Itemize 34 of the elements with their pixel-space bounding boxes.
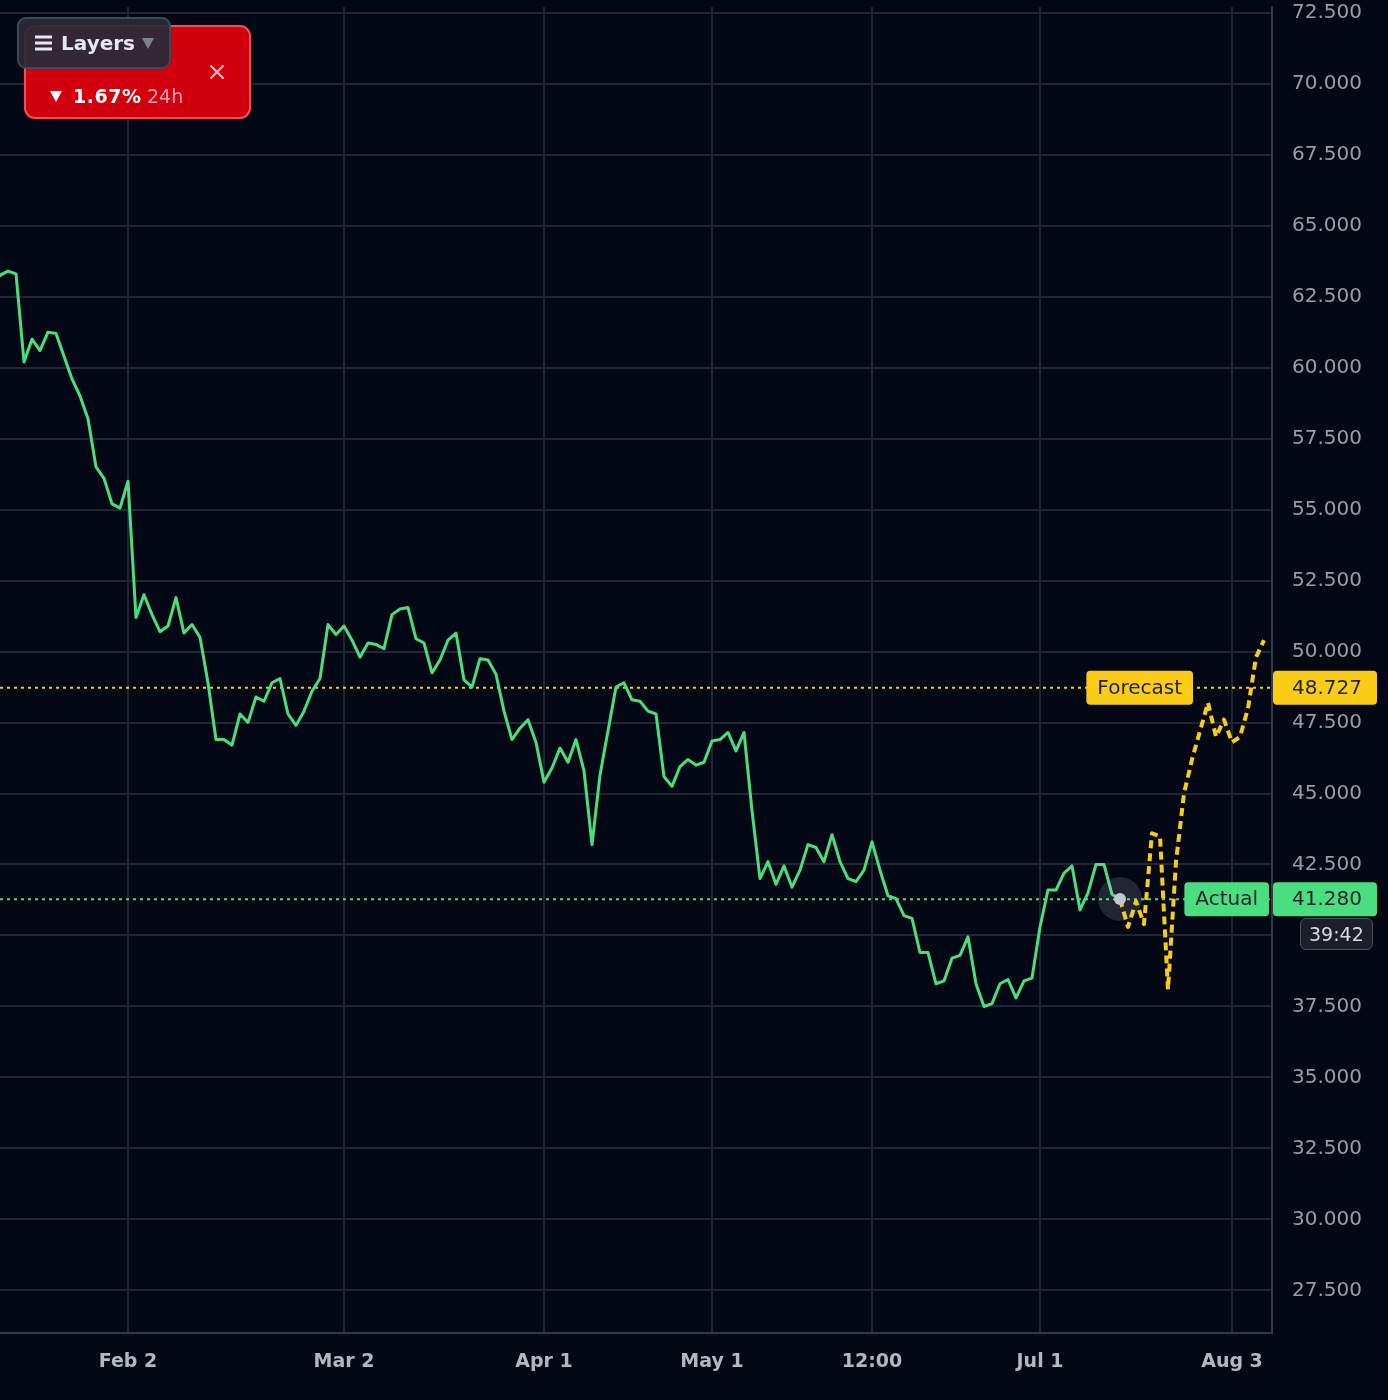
y-tick-label: 47.500 [1292, 708, 1362, 733]
y-tick-label: 55.000 [1292, 495, 1362, 520]
y-tick-label: 62.500 [1292, 282, 1362, 307]
x-tick-label: Feb 2 [98, 1349, 158, 1372]
x-tick-label: Jul 1 [1014, 1349, 1064, 1372]
y-tick-label: 65.000 [1292, 211, 1362, 236]
x-tick-label: Apr 1 [515, 1349, 573, 1372]
ref-line-label: Forecast [1097, 674, 1183, 699]
y-tick-label: 50.000 [1292, 637, 1362, 662]
annotation: Layers [61, 30, 135, 56]
layers-button: Layers [17, 17, 171, 69]
x-tick-label: Mar 2 [313, 1349, 375, 1372]
y-tick-label: 72.500 [1292, 0, 1362, 23]
x-tick-label: May 1 [680, 1349, 744, 1372]
x-tick-label: 12:00 [841, 1349, 903, 1372]
x-tick-label: Aug 3 [1201, 1349, 1263, 1372]
y-tick-label: 45.000 [1292, 779, 1362, 804]
annotation: 1.67% [73, 84, 142, 108]
text: 41.280 [1292, 886, 1362, 911]
ref-line-label: Actual [1195, 886, 1258, 911]
text: 48.727 [1292, 674, 1362, 699]
y-tick-label: 67.500 [1292, 140, 1362, 165]
annotation: 24h [147, 84, 184, 108]
y-tick-label: 70.000 [1292, 69, 1362, 94]
y-tick-label: 57.500 [1292, 424, 1362, 449]
y-tick-label: 52.500 [1292, 566, 1362, 591]
y-tick-label: 60.000 [1292, 353, 1362, 378]
y-tick-label: 32.500 [1292, 1134, 1362, 1159]
y-tick-label: 30.000 [1292, 1205, 1362, 1230]
y-tick-label: 35.000 [1292, 1063, 1362, 1088]
y-tick-label: 37.500 [1292, 992, 1362, 1017]
y-tick-label: 42.500 [1292, 850, 1362, 875]
y-tick-label: 27.500 [1292, 1276, 1362, 1301]
countdown-badge: 39:42 [1300, 918, 1373, 951]
